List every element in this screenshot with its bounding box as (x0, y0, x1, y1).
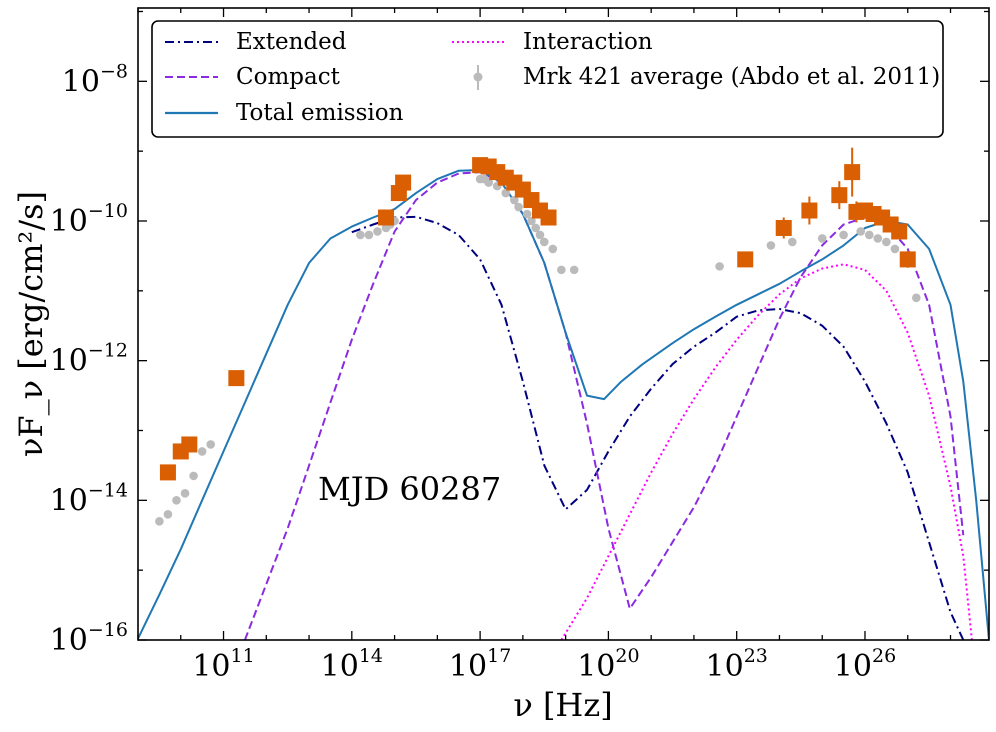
y-axis-title: νF_ν [erg/cm²/s] (12, 191, 50, 457)
series-line-compact (243, 171, 965, 640)
x-tick-label: 1020 (577, 645, 639, 684)
mrk421-point (155, 516, 164, 526)
legend-swatch-mrk421 (473, 65, 483, 90)
chart-annotation: MJD 60287 (318, 470, 501, 508)
mrk421-point (501, 188, 511, 198)
obs-point (891, 223, 908, 240)
obs-point (801, 202, 818, 219)
x-tick-label: 1014 (321, 645, 383, 684)
mrk421-point (356, 230, 365, 240)
points-layer (155, 147, 921, 526)
mrk421-point (163, 509, 173, 519)
mrk421-point (197, 447, 207, 456)
mrk421-point (535, 230, 545, 240)
mrk421-point (839, 230, 848, 240)
mrk421-point (890, 244, 900, 254)
mrk421-point (522, 209, 532, 219)
ticks-layer: 1011 1014 1017 1020 1023 1026 10−16 10−14 10−12 1… (50, 8, 989, 684)
plot-frame (137, 7, 990, 641)
mrk421-point (856, 227, 866, 236)
y-tick-label: 10−8 (62, 60, 128, 99)
mrk421-point (180, 489, 190, 498)
y-tick-label: 10−12 (50, 340, 128, 379)
mrk421-point (787, 237, 797, 247)
mrk421-point (527, 216, 536, 226)
mrk421-point (882, 237, 891, 247)
x-tick-label: 1026 (834, 645, 896, 684)
obs-point (181, 436, 198, 453)
mrk421-point (510, 195, 519, 205)
obs-point (775, 219, 792, 236)
mrk421-point (569, 265, 579, 275)
mrk421-point (557, 265, 566, 275)
legend-box (151, 20, 944, 138)
series-layer (138, 169, 989, 640)
mrk421-point (548, 244, 558, 254)
legend-label-interaction: Interaction (523, 29, 653, 55)
y-tick-label: 10−14 (50, 479, 128, 518)
y-tick-label: 10−10 (50, 200, 128, 239)
x-axis-title: ν [Hz] (513, 686, 612, 724)
obs-point (159, 464, 176, 481)
obs-point (395, 174, 412, 191)
series-line-interaction (560, 263, 973, 640)
x-tick-label: 1017 (449, 645, 511, 684)
mrk421-point (373, 227, 382, 236)
legend-label-total: Total emission (236, 100, 404, 126)
mrk421-point (172, 496, 181, 505)
mrk421-point (817, 234, 827, 243)
x-tick-label: 1023 (706, 645, 768, 684)
obs-point (899, 251, 916, 268)
obs-point (737, 251, 754, 268)
mrk421-point (715, 262, 724, 271)
x-tick-label: 1011 (192, 645, 254, 684)
mrk421-point (912, 293, 921, 303)
series-line-total (138, 169, 989, 640)
y-tick-label: 10−16 (50, 619, 128, 658)
legend-label-mrk421: Mrk 421 average (Abdo et al. 2011) (523, 64, 940, 90)
mrk421-point (189, 471, 198, 481)
mrk421-point (531, 223, 541, 233)
mrk421-point (864, 230, 874, 240)
mrk421-point (766, 241, 776, 250)
mrk421-point (364, 230, 374, 240)
series-line-extended (351, 215, 965, 640)
mrk421-point (514, 202, 523, 212)
obs-point (378, 209, 395, 226)
legend-label-compact: Compact (236, 64, 341, 90)
obs-point (844, 164, 861, 181)
legend-label-extended: Extended (236, 29, 347, 55)
mrk421-point (206, 440, 215, 449)
legend: Extended Compact Total emission Interact… (151, 20, 944, 138)
mrk421-point (873, 234, 883, 243)
mrk421-point (539, 237, 549, 247)
obs-point (540, 209, 557, 226)
obs-point (831, 187, 848, 204)
mrk421-point (484, 178, 493, 187)
obs-point (228, 370, 245, 387)
